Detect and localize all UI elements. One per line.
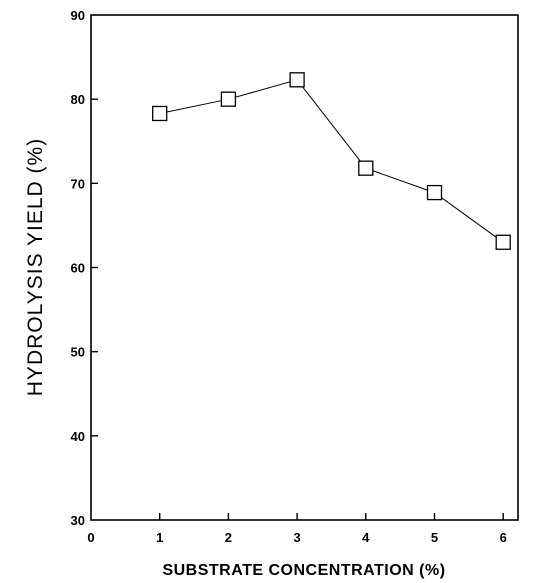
x-tick-label: 0: [87, 530, 94, 545]
data-markers: [152, 72, 511, 250]
x-tick-label: 6: [500, 530, 507, 545]
data-point-marker: [152, 105, 168, 122]
x-tick-label: 1: [156, 530, 163, 545]
x-axis-title: SUBSTRATE CONCENTRATION (%): [162, 562, 445, 579]
x-tick-label: 3: [293, 530, 300, 545]
data-point-marker: [358, 160, 374, 176]
data-point-marker: [495, 234, 511, 250]
series-line: [159, 79, 504, 243]
x-tick-label: 5: [431, 530, 438, 545]
y-axis-ticks: 30 40 50 60 70 80 90: [71, 8, 98, 528]
y-tick-label: 50: [71, 345, 85, 360]
y-tick-label: 30: [71, 513, 85, 528]
y-tick-label: 90: [71, 8, 85, 23]
y-tick-label: 70: [71, 176, 85, 191]
y-tick-label: 60: [71, 261, 85, 276]
x-tick-label: 4: [362, 530, 370, 545]
data-point-marker: [289, 72, 305, 88]
x-axis-ticks: 0 1 2 3 4 5 6: [87, 513, 507, 545]
data-point-marker: [426, 184, 443, 201]
plot-frame: [90, 14, 519, 521]
y-tick-label: 80: [71, 92, 85, 107]
y-tick-label: 40: [71, 429, 85, 444]
x-tick-label: 2: [225, 530, 232, 545]
data-point-marker: [220, 91, 237, 107]
y-axis-title: HYDROLYSIS YIELD (%): [24, 138, 47, 396]
